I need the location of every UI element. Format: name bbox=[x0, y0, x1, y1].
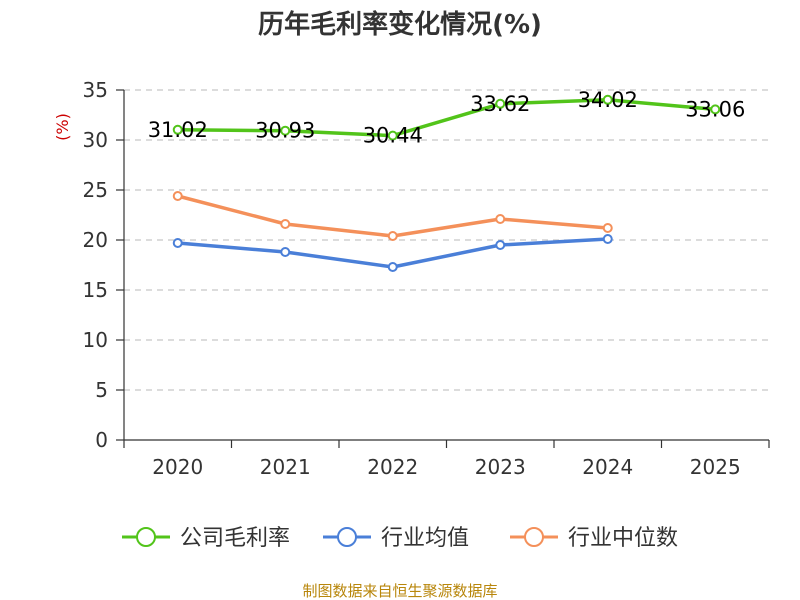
y-axis-label: (%) bbox=[53, 113, 72, 141]
point-1-2020 bbox=[172, 238, 183, 248]
point-0-2022 bbox=[387, 130, 398, 141]
chart-title: 历年毛利率变化情况(%) bbox=[258, 9, 542, 40]
point-0-2025 bbox=[710, 104, 721, 115]
source-note: 制图数据来自恒生聚源数据库 bbox=[302, 582, 497, 600]
x-tick-label-2021: 2021 bbox=[260, 455, 311, 479]
legend-label-2: 行业中位数 bbox=[568, 526, 678, 551]
y-tick-label-0: 0 bbox=[95, 428, 108, 452]
point-0-2024 bbox=[602, 94, 613, 105]
legend-item-1: 行业均值 bbox=[323, 526, 469, 551]
point-0-2023 bbox=[495, 98, 506, 109]
point-1-2022 bbox=[387, 262, 398, 272]
series-0: 31.02 30.93 30.44 33.62 34.02 33.06 bbox=[148, 88, 746, 148]
data-label-2020: 31.02 bbox=[148, 118, 208, 142]
x-tick-label-2023: 2023 bbox=[475, 455, 526, 479]
legend-label-1: 行业均值 bbox=[381, 526, 469, 551]
legend: 公司毛利率 行业均值 行业中位数 bbox=[122, 526, 678, 551]
x-tick-label-2020: 2020 bbox=[152, 455, 203, 479]
legend-item-0: 公司毛利率 bbox=[122, 526, 290, 551]
data-label-2022: 30.44 bbox=[363, 124, 423, 148]
series: 31.02 30.93 30.44 33.62 34.02 33.06 bbox=[148, 88, 746, 272]
legend-item-2: 行业中位数 bbox=[510, 526, 678, 551]
y-tick-label-5: 5 bbox=[95, 378, 108, 402]
point-2-2022 bbox=[387, 231, 398, 241]
x-tick-label-2024: 2024 bbox=[582, 455, 633, 479]
series-1 bbox=[172, 234, 613, 272]
series-2 bbox=[172, 191, 613, 241]
point-0-2021 bbox=[280, 125, 291, 136]
data-label-2025: 33.06 bbox=[685, 97, 745, 121]
y-tick-label-20: 20 bbox=[83, 228, 108, 252]
y-tick-label-30: 30 bbox=[83, 128, 108, 152]
data-label-2024: 34.02 bbox=[578, 88, 638, 112]
grid bbox=[124, 89, 769, 391]
point-1-2024 bbox=[602, 234, 613, 244]
point-0-2020 bbox=[172, 124, 183, 135]
x-tick-label-2022: 2022 bbox=[367, 455, 418, 479]
legend-marker-1 bbox=[337, 527, 357, 547]
point-2-2024 bbox=[602, 223, 613, 233]
legend-marker-0 bbox=[136, 527, 156, 547]
y-tick-label-35: 35 bbox=[83, 78, 108, 102]
point-2-2023 bbox=[495, 214, 506, 224]
data-label-2023: 33.62 bbox=[470, 92, 530, 116]
series-line-0 bbox=[177, 98, 716, 138]
y-tick-label-10: 10 bbox=[83, 328, 108, 352]
y-tick-label-15: 15 bbox=[83, 278, 108, 302]
legend-marker-2 bbox=[524, 527, 544, 547]
point-1-2021 bbox=[280, 247, 291, 257]
point-1-2023 bbox=[495, 240, 506, 250]
y-tick-label-25: 25 bbox=[83, 178, 108, 202]
point-2-2021 bbox=[280, 219, 291, 229]
legend-label-0: 公司毛利率 bbox=[180, 526, 290, 551]
x-tick-label-2025: 2025 bbox=[690, 455, 741, 479]
point-2-2020 bbox=[172, 191, 183, 201]
series-line-2 bbox=[177, 194, 608, 238]
data-label-2021: 30.93 bbox=[255, 119, 315, 143]
